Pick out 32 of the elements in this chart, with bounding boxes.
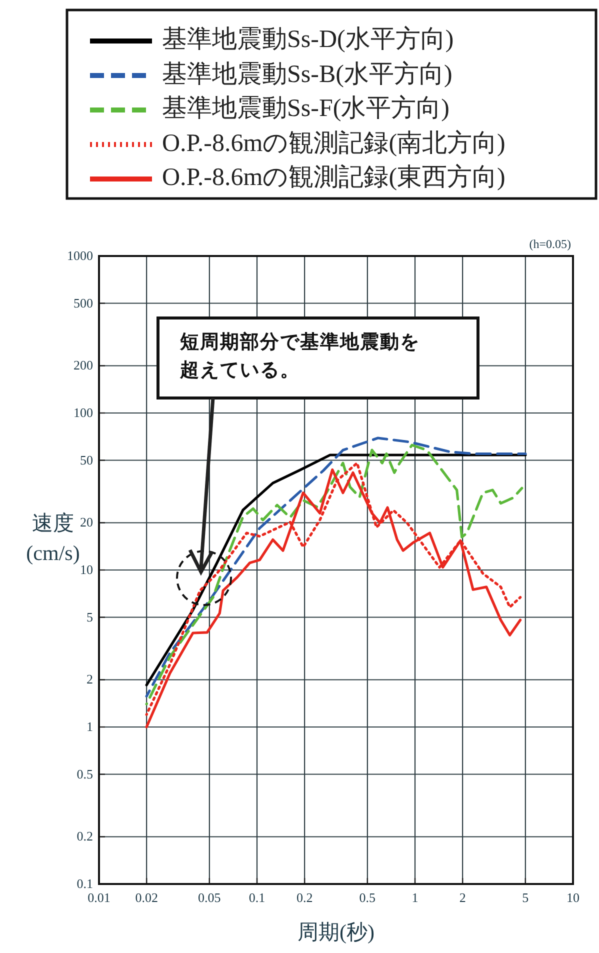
x-tick-label: 5 xyxy=(522,890,529,905)
y-tick-label: 20 xyxy=(80,514,93,530)
y-tick-label: 500 xyxy=(74,295,93,310)
y-tick-label: 50 xyxy=(80,452,93,468)
legend-label: 基準地震動Ss-D(水平方向) xyxy=(162,24,454,55)
annotation: 短周期部分で基準地震動を超えている。 xyxy=(180,330,420,383)
x-tick-label: 0.5 xyxy=(359,890,376,905)
y-tick-label: 0.2 xyxy=(76,828,93,844)
legend-label: 基準地震動Ss-B(水平方向) xyxy=(162,60,452,90)
y-tick-label: 1000 xyxy=(67,248,93,263)
x-tick-label: 0.2 xyxy=(296,890,313,905)
y-tick-label: 5 xyxy=(86,609,93,624)
y-tick-label: 2 xyxy=(86,672,93,687)
legend-label: 基準地震動Ss-F(水平方向) xyxy=(162,94,450,124)
x-axis-title: 周期(秒) xyxy=(296,919,376,946)
y-tick-label: 200 xyxy=(74,358,93,373)
x-tick-label: 1 xyxy=(412,890,418,905)
y-axis-title: 速度(cm/s) xyxy=(26,510,80,567)
x-tick-label: 10 xyxy=(566,890,580,905)
x-tick-label: 0.05 xyxy=(198,890,221,905)
legend-label: O.P.-8.6mの観測記録(東西方向) xyxy=(162,162,506,193)
y-tick-label: 1 xyxy=(86,719,93,734)
legend-label: O.P.-8.6mの観測記録(南北方向) xyxy=(162,128,506,158)
y-tick-label: 0.1 xyxy=(76,876,93,891)
y-tick-label: 100 xyxy=(74,405,93,420)
x-tick-label: 0.1 xyxy=(248,890,266,905)
x-tick-label: 2 xyxy=(459,890,466,905)
x-tick-label: 0.01 xyxy=(88,890,110,905)
y-tick-label: 10 xyxy=(80,562,93,577)
y-tick-label: 0.5 xyxy=(76,766,93,782)
x-tick-label: 0.02 xyxy=(135,890,158,905)
text: (h=0.05) xyxy=(529,237,571,251)
